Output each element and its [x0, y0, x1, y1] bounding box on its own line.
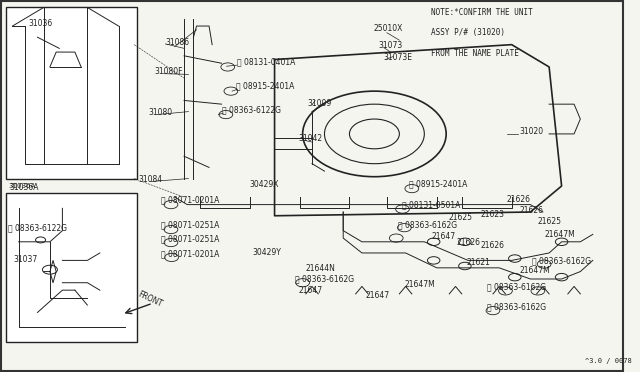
Text: 31036A: 31036A [8, 183, 35, 189]
Text: Ⓑ 08071-0201A: Ⓑ 08071-0201A [161, 249, 220, 258]
Text: 21647: 21647 [432, 232, 456, 241]
Text: 30429Y: 30429Y [252, 248, 281, 257]
Text: Ⓑ 08071-0201A: Ⓑ 08071-0201A [161, 196, 220, 205]
Text: Ⓢ 08363-6162G: Ⓢ 08363-6162G [487, 302, 546, 311]
Text: 21626: 21626 [507, 195, 531, 203]
Text: 21625: 21625 [448, 213, 472, 222]
Text: Ⓥ 08915-2401A: Ⓥ 08915-2401A [236, 81, 294, 90]
Text: Ⓢ 08363-6162G: Ⓢ 08363-6162G [532, 256, 591, 265]
Text: Ⓑ 08071-0251A: Ⓑ 08071-0251A [161, 220, 220, 229]
Text: 25010X: 25010X [373, 23, 403, 32]
Text: 21647: 21647 [298, 286, 323, 295]
Text: 31036A: 31036A [10, 183, 39, 192]
Text: 21623: 21623 [481, 209, 504, 218]
Text: 31036: 31036 [28, 19, 52, 28]
Text: 31037: 31037 [13, 255, 38, 264]
Text: NOTE:*CONFIRM THE UNIT: NOTE:*CONFIRM THE UNIT [431, 8, 532, 17]
Text: 31073: 31073 [378, 41, 403, 49]
Bar [6, 7, 138, 179]
Text: Ⓢ 08363-6162G: Ⓢ 08363-6162G [295, 274, 355, 283]
Text: Ⓑ 08071-0251A: Ⓑ 08071-0251A [161, 234, 220, 243]
Text: ^3.0 / 0078: ^3.0 / 0078 [586, 358, 632, 364]
Text: Ⓑ 08131-0401A: Ⓑ 08131-0401A [237, 57, 296, 66]
Text: 31009: 31009 [307, 99, 332, 108]
Text: ASSY P/# (31020): ASSY P/# (31020) [431, 28, 504, 37]
Text: 31080: 31080 [148, 108, 173, 117]
Text: 21626: 21626 [519, 206, 543, 215]
Text: FROM THE NAME PLATE: FROM THE NAME PLATE [431, 49, 518, 58]
Text: 31020: 31020 [519, 127, 543, 136]
Text: FRONT: FRONT [136, 290, 163, 309]
Text: 21625: 21625 [538, 217, 562, 226]
Text: 21626: 21626 [481, 241, 504, 250]
Text: Ⓢ 08363-6122G: Ⓢ 08363-6122G [8, 224, 67, 232]
Text: Ⓥ 08915-2401A: Ⓥ 08915-2401A [409, 180, 467, 189]
Text: Ⓑ 08131-0501A: Ⓑ 08131-0501A [403, 201, 461, 209]
Text: 31073E: 31073E [383, 52, 412, 61]
Text: 21644N: 21644N [306, 264, 335, 273]
Text: 31084: 31084 [138, 175, 163, 184]
Text: 21647M: 21647M [544, 230, 575, 239]
Bar [6, 193, 138, 342]
Text: Ⓢ 08363-6162G: Ⓢ 08363-6162G [487, 282, 546, 291]
Text: 31086: 31086 [165, 38, 189, 46]
Text: 30429X: 30429X [250, 180, 279, 189]
Text: 31080F: 31080F [155, 67, 183, 76]
Text: 21647: 21647 [365, 291, 389, 300]
Text: Ⓢ 08363-6122G: Ⓢ 08363-6122G [221, 105, 280, 114]
Text: 21647M: 21647M [519, 266, 550, 275]
Text: 21626: 21626 [457, 238, 481, 247]
Text: 21647M: 21647M [404, 280, 435, 289]
Text: 21621: 21621 [467, 258, 491, 267]
Text: 31042: 31042 [298, 134, 323, 143]
Text: Ⓢ 08363-6162G: Ⓢ 08363-6162G [398, 221, 457, 230]
